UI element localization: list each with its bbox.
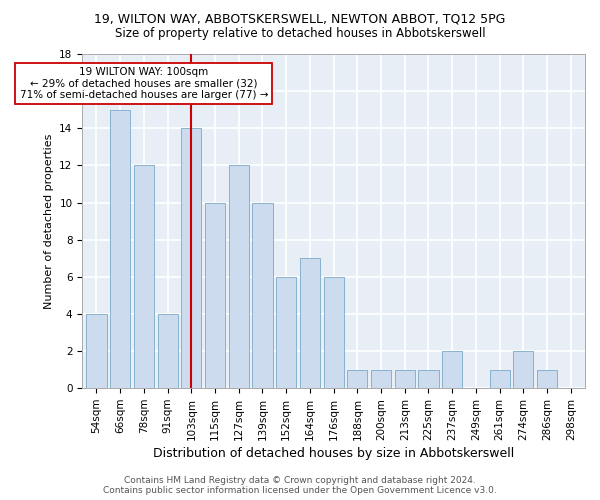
- Bar: [371, 370, 391, 388]
- Bar: [347, 370, 367, 388]
- Text: 19 WILTON WAY: 100sqm
← 29% of detached houses are smaller (32)
71% of semi-deta: 19 WILTON WAY: 100sqm ← 29% of detached …: [20, 67, 268, 100]
- Bar: [110, 110, 130, 388]
- Bar: [86, 314, 107, 388]
- Bar: [300, 258, 320, 388]
- Bar: [229, 166, 249, 388]
- Bar: [537, 370, 557, 388]
- Y-axis label: Number of detached properties: Number of detached properties: [44, 134, 53, 309]
- Bar: [323, 277, 344, 388]
- Bar: [134, 166, 154, 388]
- Text: Size of property relative to detached houses in Abbotskerswell: Size of property relative to detached ho…: [115, 28, 485, 40]
- Bar: [158, 314, 178, 388]
- Text: 19, WILTON WAY, ABBOTSKERSWELL, NEWTON ABBOT, TQ12 5PG: 19, WILTON WAY, ABBOTSKERSWELL, NEWTON A…: [94, 12, 506, 26]
- Bar: [205, 202, 225, 388]
- Text: Contains HM Land Registry data © Crown copyright and database right 2024.
Contai: Contains HM Land Registry data © Crown c…: [103, 476, 497, 495]
- Bar: [253, 202, 272, 388]
- Bar: [418, 370, 439, 388]
- X-axis label: Distribution of detached houses by size in Abbotskerswell: Distribution of detached houses by size …: [153, 447, 514, 460]
- Bar: [513, 351, 533, 388]
- Bar: [181, 128, 202, 388]
- Bar: [442, 351, 462, 388]
- Bar: [276, 277, 296, 388]
- Bar: [490, 370, 510, 388]
- Bar: [395, 370, 415, 388]
